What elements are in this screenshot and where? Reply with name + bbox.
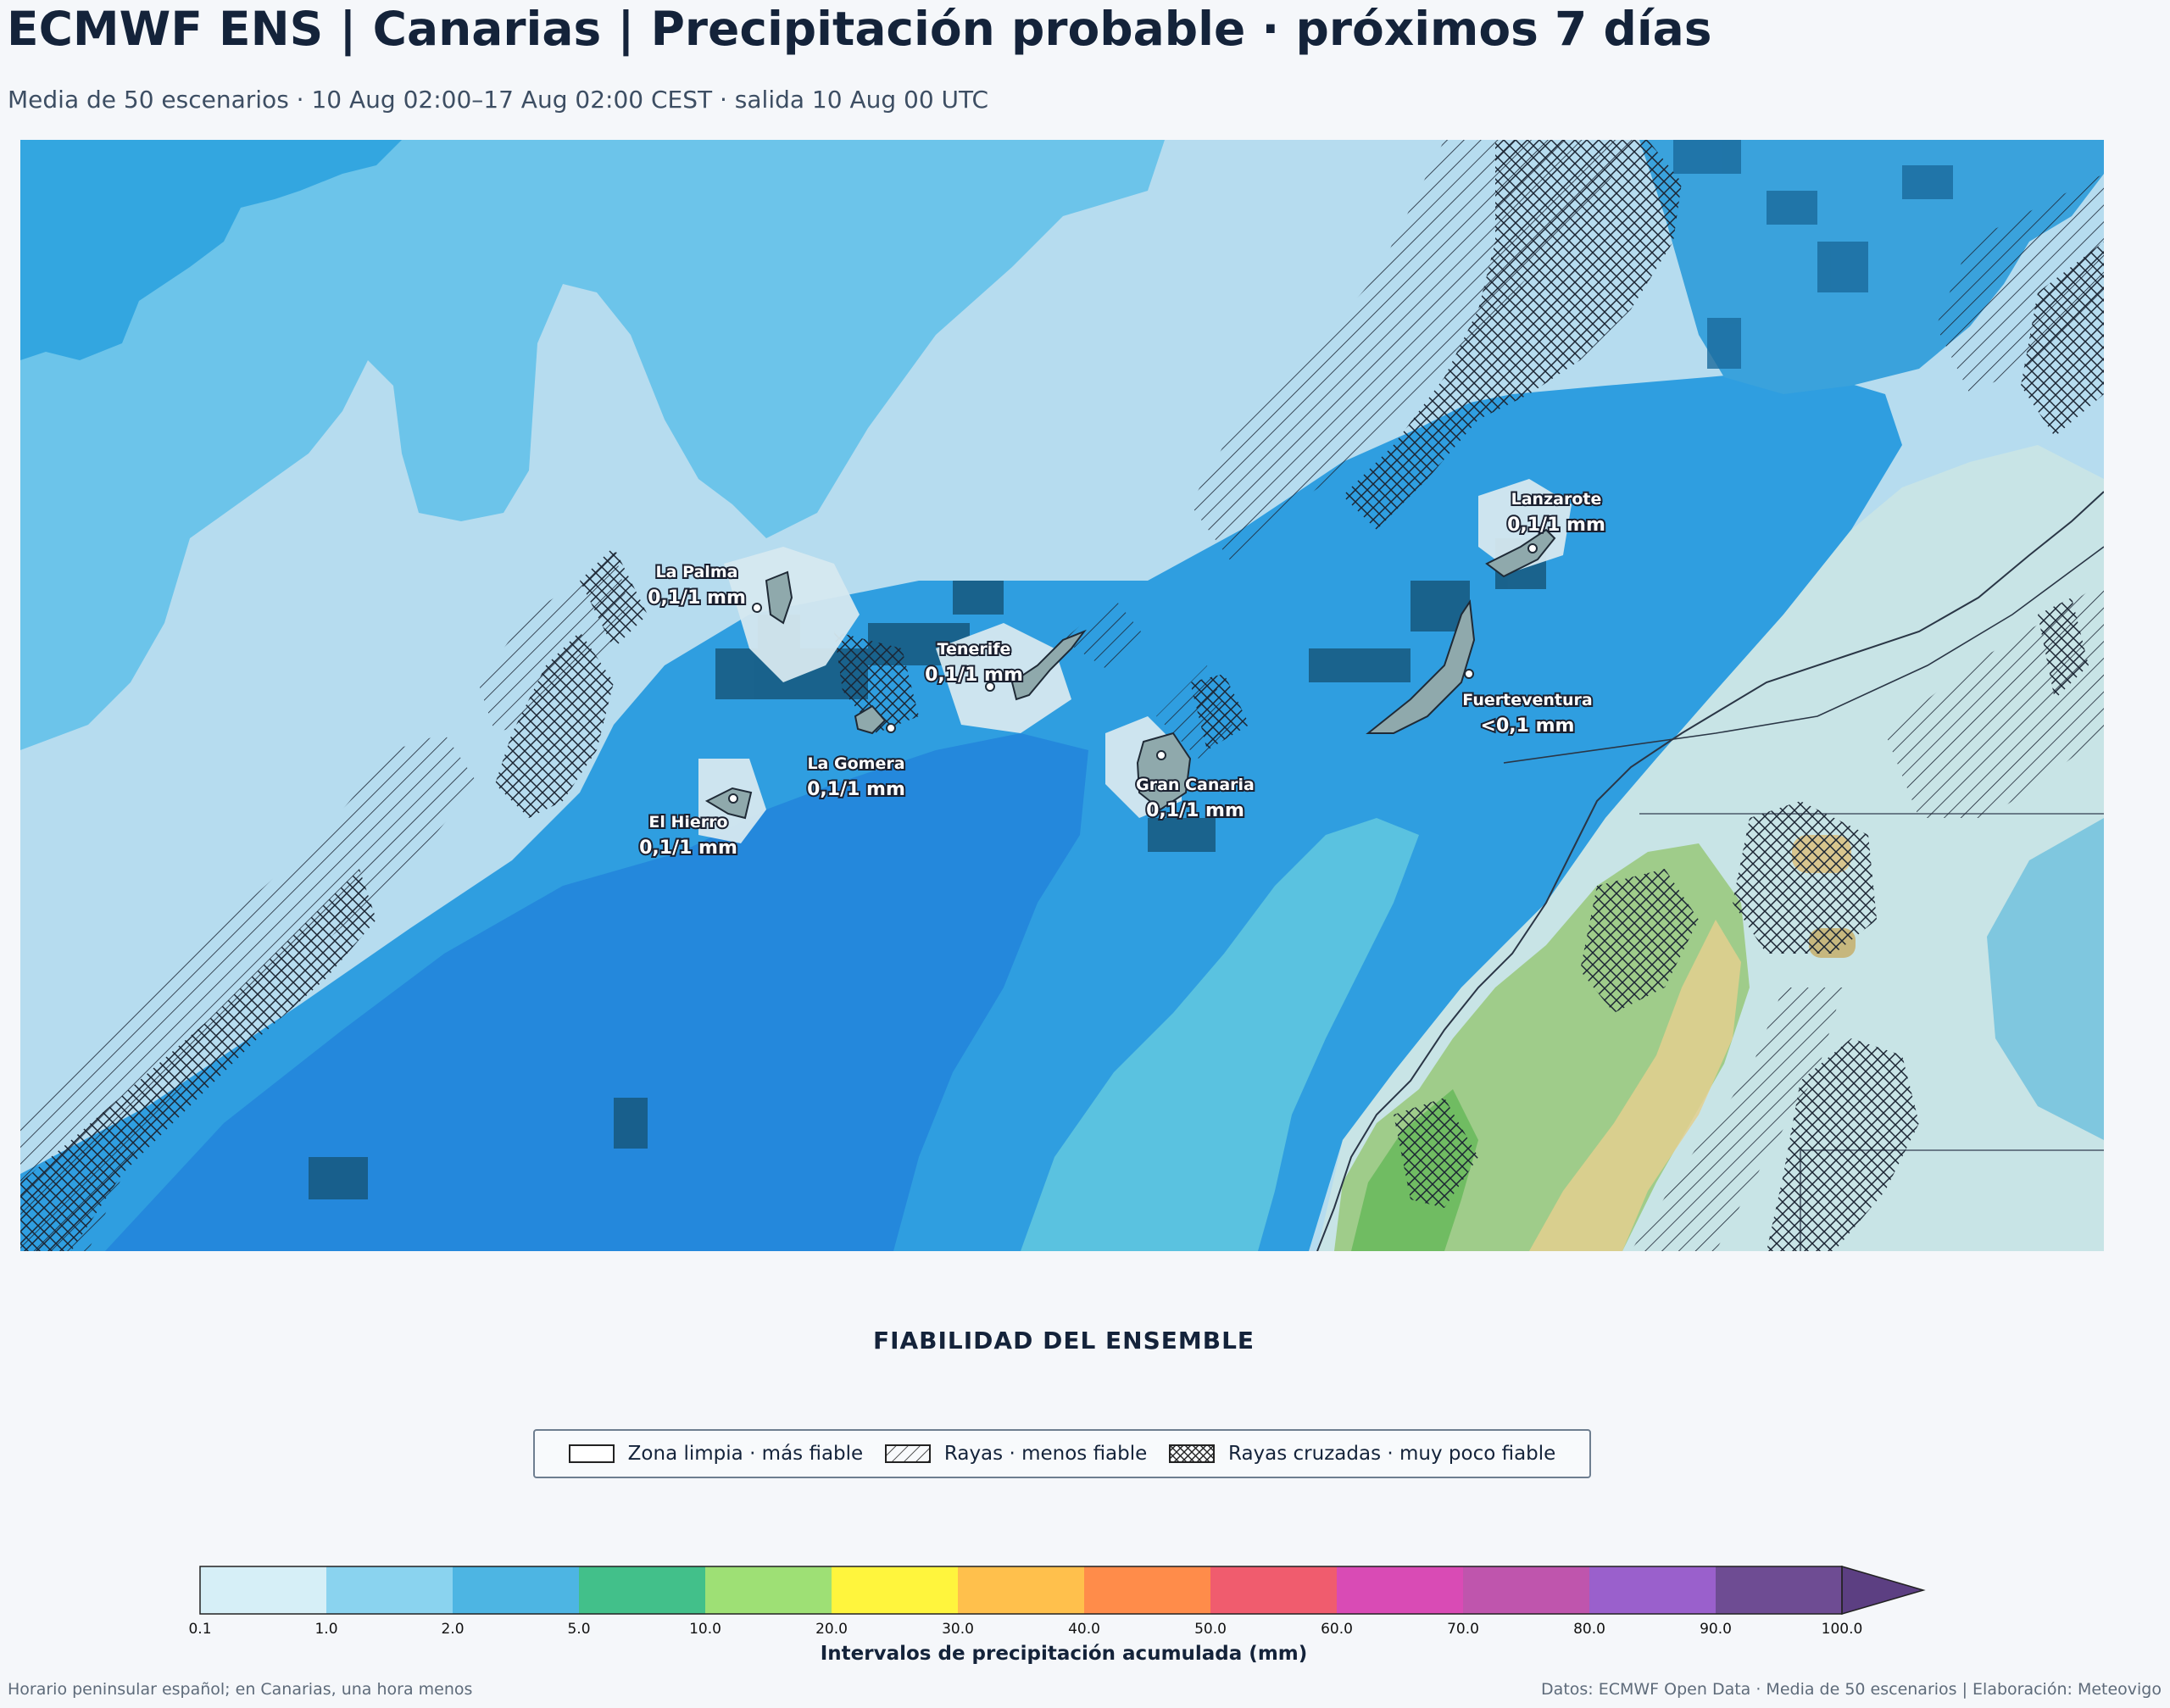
footer-timezone-note: Horario peninsular español; en Canarias,…	[8, 1680, 473, 1699]
island-markers	[728, 543, 1538, 804]
island-name-tenerife: Tenerife	[938, 640, 1011, 659]
island-la-gomera	[854, 704, 887, 735]
island-lanzarote	[1485, 528, 1556, 578]
marker-gran-canaria	[1156, 750, 1166, 760]
island-name-fuerteventura: Fuerteventura	[1462, 691, 1592, 709]
colorbar-segment	[1084, 1566, 1210, 1614]
island-name-gran-canaria: Gran Canaria	[1136, 776, 1255, 794]
island-value-fuerteventura: <0,1 mm	[1481, 715, 1575, 737]
crosshatch-zones	[20, 140, 2104, 1251]
hatch-swatch-icon	[884, 1444, 931, 1463]
colorbar-tick-label: 90.0	[1700, 1621, 1732, 1638]
marker-tenerife	[985, 682, 995, 692]
island-name-la-palma: La Palma	[656, 563, 738, 581]
colorbar-segment	[1716, 1566, 1842, 1614]
island-name-la-gomera: La Gomera	[807, 754, 904, 773]
island-value-la-palma: 0,1/1 mm	[648, 587, 746, 609]
colorbar-extend-arrow	[1841, 1566, 1926, 1615]
colorbar-segment	[958, 1566, 1084, 1614]
marker-la-gomera	[886, 723, 896, 733]
colorbar-segment	[705, 1566, 832, 1614]
legend-item-clean: Zona limpia · más fiable	[568, 1443, 864, 1465]
marker-fuerteventura	[1464, 669, 1474, 679]
island-name-el-hierro: El Hierro	[648, 813, 727, 832]
colorbar-tick-label: 70.0	[1447, 1621, 1479, 1638]
colorbar-segment	[453, 1566, 579, 1614]
legend-label-hatch: Rayas · menos fiable	[943, 1443, 1148, 1465]
africa-coastline	[1316, 491, 2104, 1251]
marker-el-hierro	[728, 793, 738, 804]
island-value-lanzarote: 0,1/1 mm	[1507, 515, 1605, 536]
island-outlines	[704, 528, 1556, 820]
africa-east-sea	[1987, 818, 2104, 1140]
island-labels: La Palma 0,1/1 mm Tenerife 0,1/1 mm La G…	[637, 488, 1607, 860]
colorbar-segment	[200, 1566, 326, 1614]
colorbar-tick-labels: 0.1 1.0 2.0 5.0 10.0 20.0 30.0 40.0 50.0 60.0 70.0…	[188, 1621, 1928, 1641]
reliability-title: FIABILIDAD DEL ENSEMBLE	[872, 1327, 1255, 1355]
island-el-hierro	[704, 787, 753, 820]
colorbar-segment	[1589, 1566, 1716, 1614]
colorbar-frame	[199, 1566, 1843, 1615]
island-value-la-gomera: 0,1/1 mm	[807, 779, 905, 800]
colorbar-segment	[326, 1566, 453, 1614]
island-tenerife	[1010, 629, 1087, 701]
clean-swatch-icon	[568, 1444, 615, 1463]
colorbar-segment	[1463, 1566, 1589, 1614]
island-fuerteventura	[1366, 599, 1476, 734]
colorbar-tick-label: 50.0	[1194, 1621, 1227, 1638]
colorbar-title: Intervalos de precipitación acumulada (m…	[820, 1643, 1308, 1665]
marker-la-palma	[752, 603, 762, 613]
colorbar-tick-label: 10.0	[689, 1621, 721, 1638]
colorbar-tick-label: 0.1	[188, 1621, 212, 1638]
reliability-legend: Zona limpia · más fiable Rayas · menos f…	[533, 1429, 1591, 1478]
colorbar-tick-label: 5.0	[567, 1621, 591, 1638]
legend-item-crosshatch: Rayas cruzadas · muy poco fiable	[1168, 1443, 1556, 1465]
ne-dark-cells	[1673, 140, 1953, 369]
marker-lanzarote	[1527, 543, 1538, 554]
colorbar-tick-label: 100.0	[1821, 1621, 1863, 1638]
precip-zone-ne	[1639, 140, 2104, 394]
precipitation-map[interactable]: La Palma 0,1/1 mm Tenerife 0,1/1 mm La G…	[20, 140, 2104, 1251]
colorbar-segment	[832, 1566, 958, 1614]
precip-zone-south-mid	[1021, 818, 1419, 1251]
border-line-2	[1503, 546, 2104, 764]
crosshatch-swatch-icon	[1168, 1444, 1215, 1463]
colorbar-tick-label: 60.0	[1321, 1621, 1353, 1638]
page-title: ECMWF ENS | Canarias | Precipitación pro…	[7, 2, 1712, 56]
legend-label-crosshatch: Rayas cruzadas · muy poco fiable	[1227, 1443, 1556, 1465]
island-value-el-hierro: 0,1/1 mm	[639, 837, 737, 859]
legend-item-hatch: Rayas · menos fiable	[884, 1443, 1148, 1465]
colorbar-tick-label: 2.0	[441, 1621, 465, 1638]
colorbar-tick-label: 30.0	[942, 1621, 974, 1638]
footer-credits: Datos: ECMWF Open Data · Media de 50 esc…	[1541, 1680, 2162, 1699]
precip-zone-nw-dark	[20, 140, 402, 360]
colorbar-tick-label: 80.0	[1573, 1621, 1605, 1638]
colorbar-segment	[1337, 1566, 1463, 1614]
precipitation-colorbar	[199, 1566, 1926, 1615]
colorbar-segment	[579, 1566, 705, 1614]
colorbar-tick-label: 20.0	[815, 1621, 848, 1638]
island-value-gran-canaria: 0,1/1 mm	[1146, 800, 1244, 821]
africa-tan	[1529, 920, 1741, 1251]
island-value-tenerife: 0,1/1 mm	[925, 665, 1023, 686]
page-subtitle: Media de 50 escenarios · 10 Aug 02:00–17…	[8, 86, 989, 114]
island-gran-canaria	[1136, 732, 1192, 811]
island-name-lanzarote: Lanzarote	[1511, 490, 1602, 509]
precip-zone-nw	[20, 140, 1165, 750]
legend-label-clean: Zona limpia · más fiable	[627, 1443, 864, 1465]
island-la-palma	[765, 570, 793, 625]
colorbar-tick-label: 1.0	[314, 1621, 338, 1638]
colorbar-segment	[1210, 1566, 1337, 1614]
precip-zone-south-deep	[20, 733, 1088, 1251]
colorbar-tick-label: 40.0	[1068, 1621, 1100, 1638]
